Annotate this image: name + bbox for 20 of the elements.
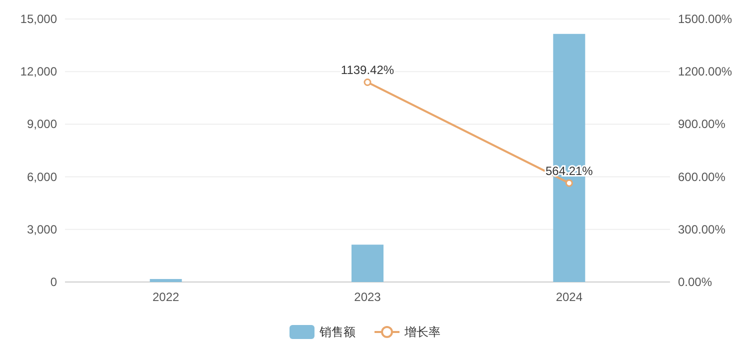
x-tick-label: 2022: [152, 290, 180, 304]
x-tick-label: 2023: [354, 290, 382, 304]
x-tick-label: 2024: [556, 290, 583, 304]
legend-label: 增长率: [404, 325, 440, 339]
y2-tick-label: 1500.00%: [678, 12, 732, 26]
bar: [150, 279, 182, 282]
y-tick-label: 3,000: [26, 222, 58, 236]
y-tick-label: 15,000: [20, 12, 58, 26]
y2-tick-label: 300.00%: [678, 222, 726, 236]
y-tick-label: 6,000: [26, 170, 58, 184]
y-tick-label: 0: [50, 275, 58, 289]
y2-tick-label: 900.00%: [678, 117, 726, 132]
y2-tick-label: 600.00%: [678, 170, 726, 184]
bar: [352, 244, 384, 282]
data-label: 1139.42%: [340, 63, 394, 78]
y2-tick-label: 1200.00%: [678, 64, 732, 79]
y-tick-label: 9,000: [26, 117, 58, 132]
y-tick-label: 12,000: [20, 64, 58, 79]
y2-tick-label: 0.00%: [678, 275, 712, 289]
legend-label: 销售额: [318, 325, 356, 339]
